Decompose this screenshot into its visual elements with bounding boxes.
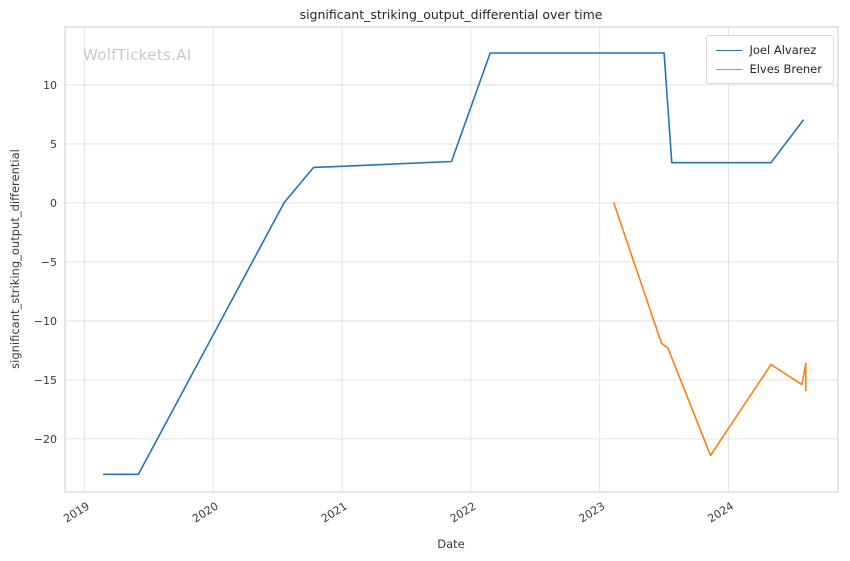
- x-tick-label: 2023: [577, 500, 608, 526]
- y-tick-label: −20: [34, 433, 57, 446]
- x-tick-label: 2020: [190, 500, 221, 526]
- plot-border: [64, 26, 839, 493]
- y-tick-label: −10: [34, 315, 57, 328]
- legend-entry-elves-brener: Elves Brener: [716, 62, 822, 76]
- y-tick-label: −5: [41, 256, 57, 269]
- legend-line-swatch: [716, 68, 743, 70]
- x-tick-label: 2019: [61, 500, 92, 526]
- x-tick-label: 2021: [319, 500, 350, 526]
- legend-box: Joel Alvarez Elves Brener: [706, 35, 834, 84]
- y-axis-label: significant_striking_output_differential: [8, 149, 22, 369]
- y-tick-label: 5: [50, 138, 57, 151]
- x-axis-label: Date: [437, 537, 465, 551]
- y-tick-label: 10: [43, 79, 57, 92]
- legend-line-swatch: [716, 49, 743, 51]
- y-tick-label: −15: [34, 374, 57, 387]
- y-tick-label: 0: [50, 197, 57, 210]
- x-tick-label: 2024: [705, 500, 736, 526]
- series-line-joel-alvarez: [102, 52, 805, 476]
- legend-label: Joel Alvarez: [749, 43, 817, 57]
- x-tick-label: 2022: [448, 500, 479, 526]
- series-line-elves-brener: [612, 202, 807, 457]
- watermark-text: WolfTickets.AI: [83, 46, 192, 64]
- legend-entry-joel-alvarez: Joel Alvarez: [716, 43, 822, 57]
- legend-label: Elves Brener: [749, 62, 822, 76]
- chart-title: significant_striking_output_differential…: [299, 7, 603, 22]
